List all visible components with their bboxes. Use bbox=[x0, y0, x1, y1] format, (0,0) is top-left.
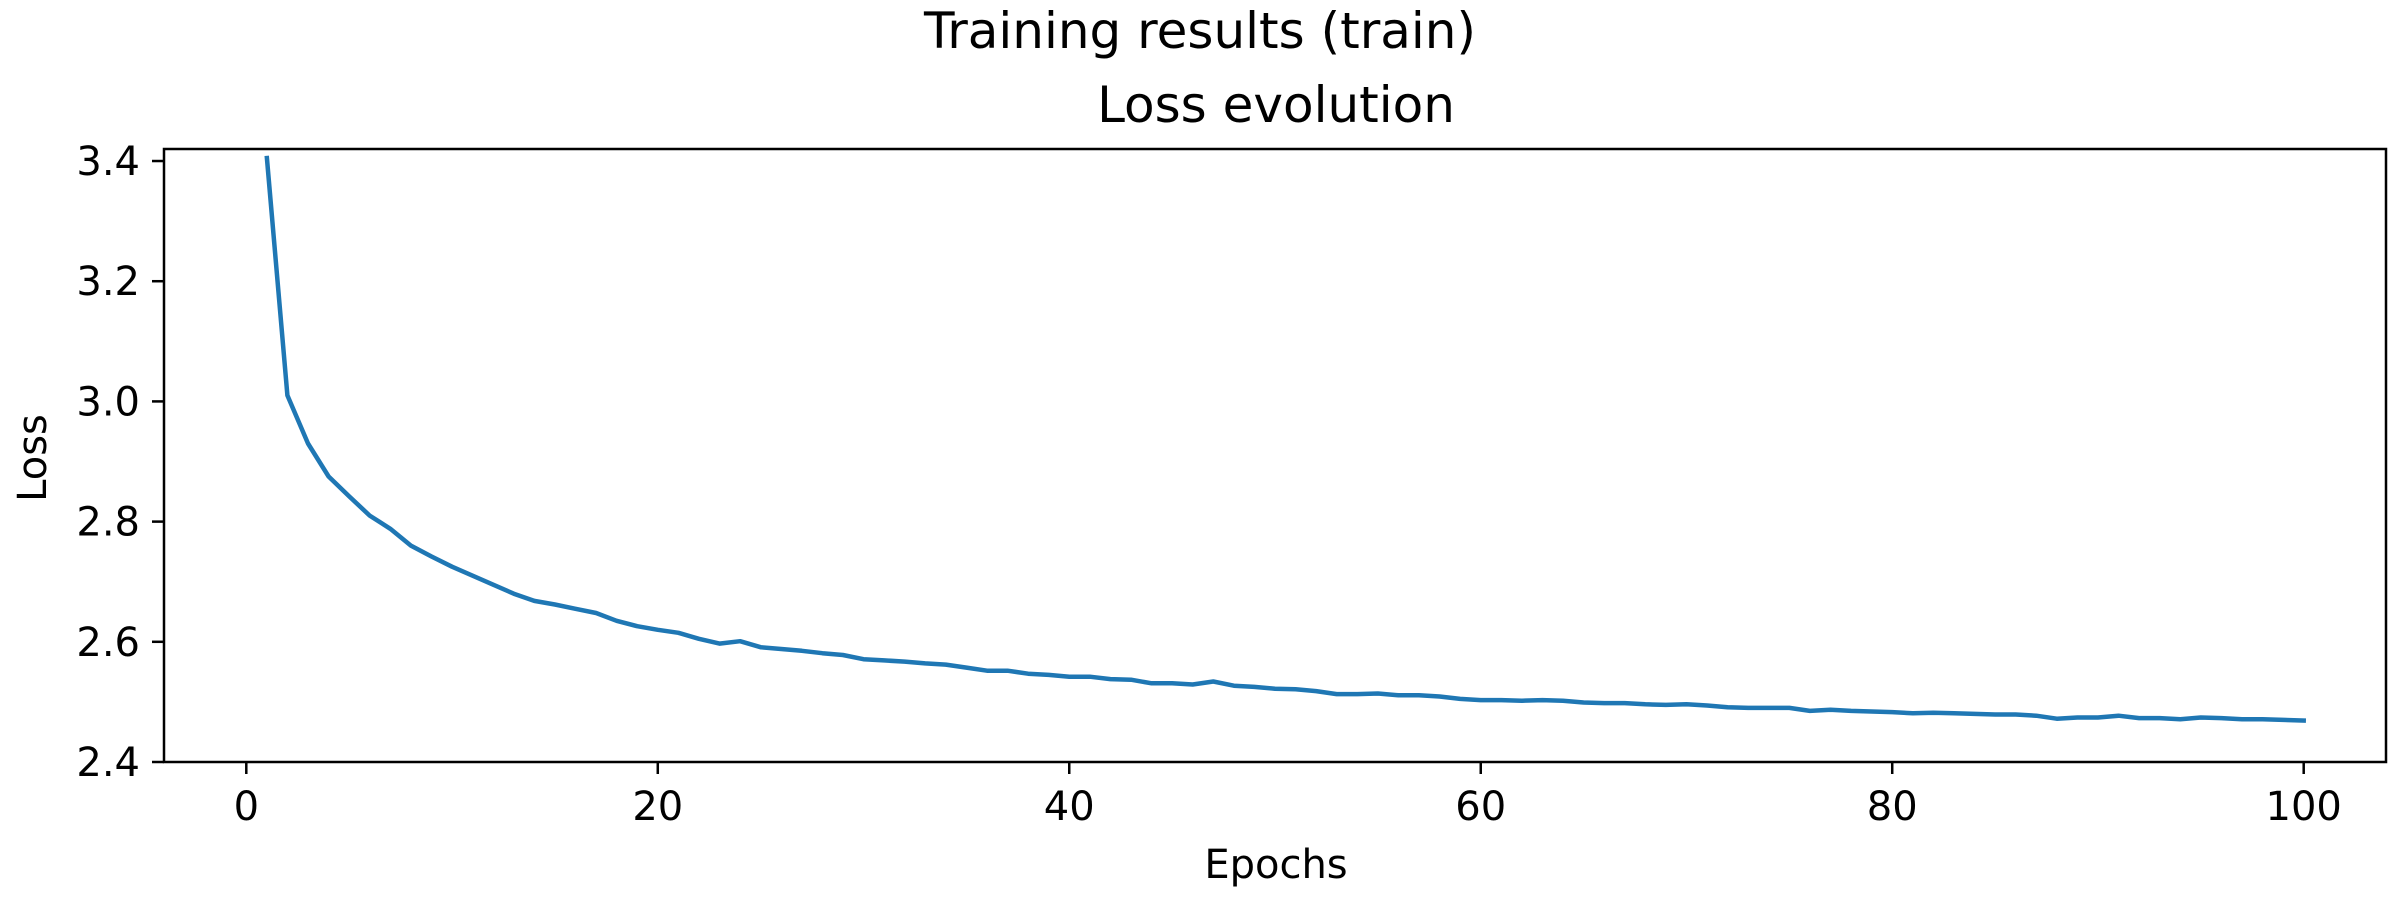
x-tick-label: 40 bbox=[1044, 784, 1095, 830]
x-axis: 0 20 40 60 80 100 bbox=[234, 762, 2342, 830]
x-tick-label: 60 bbox=[1455, 784, 1506, 830]
y-tick-label: 3.4 bbox=[76, 139, 140, 185]
chart-title: Loss evolution bbox=[1097, 76, 1455, 134]
y-tick-label: 3.2 bbox=[76, 259, 140, 305]
y-axis-label: Loss bbox=[10, 414, 56, 502]
x-tick-label: 0 bbox=[234, 784, 259, 830]
y-tick-label: 3.0 bbox=[76, 379, 140, 425]
plot-area bbox=[264, 155, 2307, 723]
loss-series-line bbox=[264, 155, 2307, 723]
x-tick-label: 80 bbox=[1867, 784, 1918, 830]
x-axis-label: Epochs bbox=[1204, 842, 1347, 888]
figure-suptitle: Training results (train) bbox=[923, 2, 1476, 60]
y-axis: 2.4 2.6 2.8 3.0 3.2 3.4 bbox=[76, 139, 164, 786]
y-tick-label: 2.8 bbox=[76, 500, 140, 546]
axes-frame bbox=[162, 147, 2388, 764]
y-tick-label: 2.6 bbox=[76, 620, 140, 666]
y-tick-label: 2.4 bbox=[76, 740, 140, 786]
x-tick-label: 20 bbox=[632, 784, 683, 830]
x-tick-label: 100 bbox=[2266, 784, 2342, 830]
